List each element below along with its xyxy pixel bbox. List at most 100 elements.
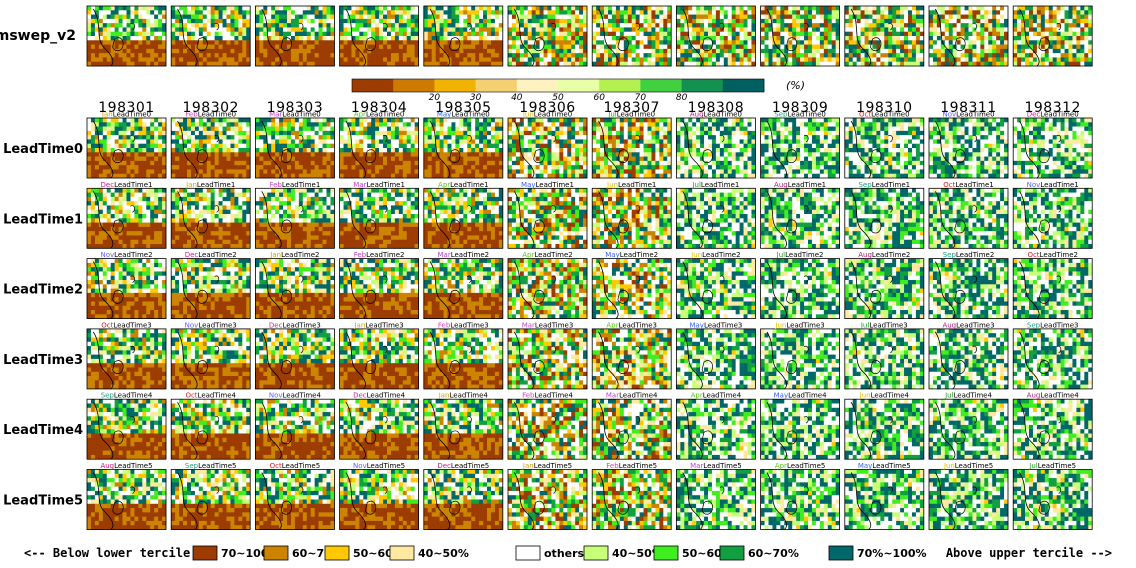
grid-cell [234, 57, 238, 62]
grid-cell [440, 40, 444, 45]
grid-cell [567, 40, 571, 45]
grid-cell [179, 169, 183, 174]
grid-cell [183, 10, 187, 15]
grid-cell [230, 40, 234, 45]
grid-cell [455, 40, 459, 45]
grid-cell [929, 40, 933, 45]
grid-cell [780, 36, 784, 41]
grid-cell [704, 15, 708, 20]
grid-cell [596, 19, 600, 24]
grid-cell [544, 135, 548, 140]
forecast-panel [424, 118, 503, 178]
grid-cell [980, 27, 984, 32]
grid-cell [259, 161, 263, 166]
grid-cell [375, 10, 379, 15]
grid-cell [524, 139, 528, 144]
grid-cell [395, 6, 399, 11]
grid-cell [592, 15, 596, 20]
grid-cell [311, 165, 315, 170]
grid-cell [700, 27, 704, 32]
grid-cell [648, 53, 652, 58]
grid-cell [1000, 10, 1004, 15]
grid-cell [203, 152, 207, 157]
grid-cell [99, 10, 103, 15]
grid-cell [291, 161, 295, 166]
grid-cell [761, 15, 765, 20]
grid-cell [319, 157, 323, 162]
grid-cell [303, 6, 307, 11]
grid-cell [291, 57, 295, 62]
grid-cell [1061, 10, 1065, 15]
grid-cell [448, 127, 452, 132]
grid-cell [87, 45, 91, 50]
grid-cell [238, 36, 242, 41]
grid-cell [107, 139, 111, 144]
grid-cell [592, 10, 596, 15]
grid-cell [616, 32, 620, 37]
grid-cell [327, 19, 331, 24]
grid-cell [869, 6, 873, 11]
grid-cell [215, 127, 219, 132]
grid-cell [988, 49, 992, 54]
grid-cell [949, 36, 953, 41]
grid-cell [857, 49, 861, 54]
grid-cell [748, 32, 752, 37]
grid-cell [219, 122, 223, 127]
grid-cell [207, 169, 211, 174]
grid-cell [459, 15, 463, 20]
grid-cell [207, 15, 211, 20]
grid-cell [972, 19, 976, 24]
grid-cell [134, 10, 138, 15]
grid-cell [211, 157, 215, 162]
grid-cell [784, 6, 788, 11]
grid-cell [892, 19, 896, 24]
grid-cell [383, 32, 387, 37]
grid-cell [138, 157, 142, 162]
grid-cell [146, 144, 150, 149]
grid-cell [211, 27, 215, 32]
grid-cell [732, 19, 736, 24]
grid-cell [259, 32, 263, 37]
grid-cell [516, 53, 520, 58]
grid-cell [299, 148, 303, 153]
grid-cell [227, 118, 231, 123]
grid-cell [880, 57, 884, 62]
grid-cell [1033, 40, 1037, 45]
grid-cell [283, 161, 287, 166]
grid-cell [929, 32, 933, 37]
grid-cell [467, 152, 471, 157]
grid-cell [134, 122, 138, 127]
grid-cell [399, 165, 403, 170]
grid-cell [463, 57, 467, 62]
grid-cell [138, 139, 142, 144]
grid-cell [483, 15, 487, 20]
grid-cell [255, 40, 259, 45]
grid-cell [600, 49, 604, 54]
grid-cell [399, 27, 403, 32]
grid-cell [704, 40, 708, 45]
grid-cell [1080, 36, 1084, 41]
grid-cell [540, 6, 544, 11]
grid-cell [391, 165, 395, 170]
grid-cell [520, 127, 524, 132]
grid-cell [95, 148, 99, 153]
grid-cell [1041, 45, 1045, 50]
grid-cell [340, 148, 344, 153]
grid-cell [187, 169, 191, 174]
grid-cell [1072, 23, 1076, 28]
grid-cell [516, 40, 520, 45]
grid-cell [1053, 10, 1057, 15]
grid-cell [123, 169, 127, 174]
grid-cell [849, 53, 853, 58]
grid-cell [303, 131, 307, 136]
grid-cell [1076, 15, 1080, 20]
grid-cell [383, 157, 387, 162]
grid-cell [379, 27, 383, 32]
grid-cell [904, 6, 908, 11]
grid-cell [536, 49, 540, 54]
grid-cell [219, 148, 223, 153]
grid-cell [95, 161, 99, 166]
grid-cell [563, 32, 567, 37]
grid-cell [407, 32, 411, 37]
grid-cell [988, 15, 992, 20]
